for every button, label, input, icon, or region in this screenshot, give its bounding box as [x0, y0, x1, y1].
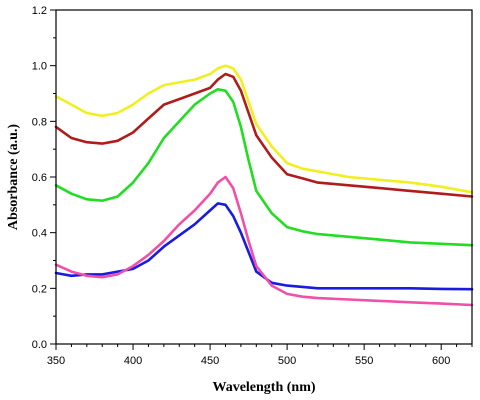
- x-tick-label: 400: [124, 355, 142, 367]
- y-tick-label: 0.8: [32, 116, 47, 128]
- series-line-5: [54, 175, 474, 307]
- labels-layer: 350 400 450 500 550 600 0.0 0.2 0.4 0.6 0.8 1.0 1.2: [32, 5, 451, 367]
- x-tick-label: 350: [47, 355, 65, 367]
- plot-frame: [55, 9, 473, 345]
- x-tick-label: 550: [355, 355, 373, 367]
- y-tick-label: 1.0: [32, 61, 47, 73]
- x-tick-label: 600: [432, 355, 450, 367]
- y-tick-label: 0.4: [32, 228, 47, 240]
- y-tick-label: 1.2: [32, 5, 47, 17]
- y-axis-title: Absorbance (a.u.): [6, 124, 21, 231]
- x-axis-title: Wavelength (nm): [212, 380, 315, 395]
- series-line-1: [54, 64, 474, 194]
- ticks-layer: [50, 9, 473, 350]
- x-tick-label: 500: [278, 355, 296, 367]
- y-tick-label: 0.0: [32, 339, 47, 351]
- series-line-3: [54, 88, 474, 247]
- series-line-2: [54, 72, 474, 198]
- series-layer: [54, 64, 474, 307]
- x-tick-label: 450: [201, 355, 219, 367]
- y-tick-label: 0.2: [32, 283, 47, 295]
- y-tick-label: 0.6: [32, 172, 47, 184]
- series-line-4: [54, 202, 474, 291]
